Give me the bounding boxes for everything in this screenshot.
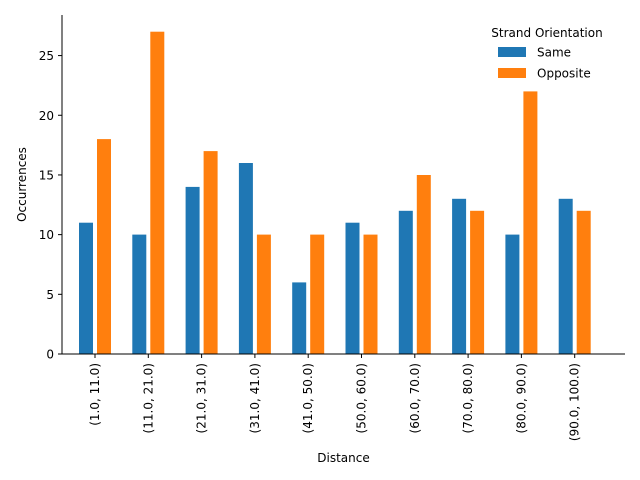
- bar-opposite-0: [97, 139, 111, 354]
- bar-opposite-9: [576, 210, 591, 354]
- legend-label-opposite: Opposite: [537, 67, 591, 81]
- y-tick-label: 5: [46, 288, 54, 302]
- y-ticks-group: 0 5 10 15 20 25: [39, 49, 62, 362]
- bar-same-6: [398, 210, 413, 354]
- bar-opposite-6: [416, 175, 431, 354]
- x-tick-label: (70.0, 80.0): [461, 363, 475, 433]
- bar-same-4: [292, 282, 307, 354]
- x-tick-label: (60.0, 70.0): [408, 363, 422, 433]
- bar-same-5: [345, 222, 360, 354]
- legend-title: Strand Orientation: [491, 26, 602, 40]
- bar-opposite-4: [310, 234, 325, 354]
- bar-opposite-7: [470, 210, 485, 354]
- y-axis-label: Occurrences: [15, 147, 29, 222]
- y-tick-label: 10: [39, 228, 54, 242]
- bar-same-0: [79, 222, 93, 354]
- bar-opposite-1: [150, 31, 165, 354]
- bar-same-8: [505, 234, 520, 354]
- x-tick-label: (41.0, 50.0): [301, 363, 315, 433]
- x-tick-label: (90.0, 100.0): [568, 363, 582, 441]
- bar-opposite-2: [203, 151, 218, 354]
- bars-group: [79, 31, 591, 355]
- bar-same-2: [185, 186, 200, 354]
- y-tick-label: 25: [39, 49, 54, 63]
- y-tick-label: 0: [46, 348, 54, 362]
- x-axis-label: Distance: [317, 451, 369, 465]
- x-tick-label: (11.0, 21.0): [141, 363, 155, 433]
- y-tick-label: 20: [39, 109, 54, 123]
- y-tick-label: 15: [39, 168, 54, 182]
- bar-same-1: [132, 234, 147, 354]
- bar-same-3: [238, 163, 253, 354]
- x-tick-label: (21.0, 31.0): [195, 363, 209, 433]
- bar-same-7: [452, 198, 467, 354]
- legend-label-same: Same: [537, 46, 571, 60]
- bar-opposite-5: [363, 234, 378, 354]
- x-ticks-group: (1.0, 11.0) (11.0, 21.0) (21.0, 31.0) (31.0…: [88, 354, 582, 441]
- x-tick-label: (31.0, 41.0): [248, 363, 262, 433]
- x-tick-label: (80.0, 90.0): [514, 363, 528, 433]
- bar-opposite-8: [523, 91, 538, 355]
- bar-opposite-3: [256, 234, 271, 354]
- legend-swatch-opposite: [498, 68, 526, 78]
- bar-same-9: [558, 198, 573, 354]
- x-tick-label: (50.0, 60.0): [355, 363, 369, 433]
- legend: Strand Orientation Same Opposite: [491, 26, 602, 81]
- x-tick-label: (1.0, 11.0): [88, 363, 102, 426]
- legend-swatch-same: [498, 47, 526, 57]
- legend-items: Same Opposite: [498, 46, 591, 81]
